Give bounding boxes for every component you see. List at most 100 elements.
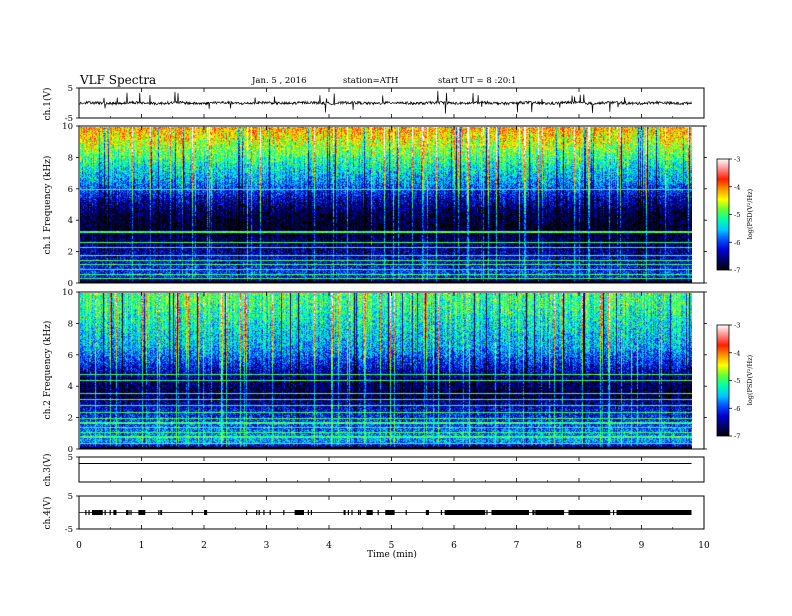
colorbar-tick-label: -7 <box>734 267 740 275</box>
ch4-pulse-tick <box>104 510 106 515</box>
ch4-pulse-tick <box>589 510 591 515</box>
ch4-pulse-tick <box>128 510 130 515</box>
ch4-pulse-tick <box>533 510 535 515</box>
ch4-pulse-block <box>204 510 208 515</box>
colorbar-tick-label: -4 <box>734 349 740 357</box>
y-tick-label: 0 <box>68 279 73 289</box>
ch4-pulse-tick <box>568 510 570 515</box>
ch4-pulse-tick <box>125 510 128 515</box>
y-tick-label: 2 <box>68 248 73 258</box>
ch4-pulse-tick <box>494 510 496 515</box>
ch4-pulse-tick <box>587 510 589 515</box>
ch4-ylabel: ch.4(V) <box>42 497 53 530</box>
figure-title: VLF Spectra <box>79 73 156 87</box>
ch4-pulse-tick <box>480 510 482 515</box>
ch4-pulse-tick <box>486 510 488 515</box>
ch4-pulse-block <box>425 510 429 515</box>
ch4-pulse-tick <box>562 510 565 515</box>
x-tick-label: 7 <box>514 541 520 551</box>
y-tick-label: 4 <box>68 382 73 392</box>
ch4-pulse-tick <box>97 510 100 515</box>
ch4-pulse-tick <box>642 510 644 515</box>
ch4-pulse-tick <box>310 510 313 515</box>
colorbar-tick-label: -5 <box>734 377 740 385</box>
x-tick-label: 3 <box>264 541 270 551</box>
ch4-pulse-tick <box>572 510 574 515</box>
ch4-pulse-tick <box>543 510 545 515</box>
ch1-colorbar-ticks: -3 -4 -5 -6 -7 <box>729 156 740 275</box>
y-tick-label: 8 <box>68 319 73 329</box>
x-tick-label: 4 <box>326 541 332 551</box>
colorbar-tick-label: -3 <box>734 322 740 330</box>
ch4-pulse-block <box>385 510 395 515</box>
x-tick-label: 5 <box>389 541 395 551</box>
ch4-pulse-tick <box>144 510 146 515</box>
x-tick-label: 6 <box>451 541 457 551</box>
ch4-pulse-tick <box>191 510 193 515</box>
ch4-pulse-tick <box>359 510 361 515</box>
ch1-spectrogram-raster <box>80 127 692 283</box>
ch4-pulse-tick <box>681 510 683 515</box>
ch1-colorbar <box>717 159 729 270</box>
x-tick-label: 10 <box>698 541 710 551</box>
ch4-pulse-tick <box>126 510 129 515</box>
ch4-pulse-tick <box>94 510 96 515</box>
ch4-pulse-tick <box>296 510 299 515</box>
y-tick-label: 10 <box>62 122 73 132</box>
ch4-pulse-tick <box>377 510 379 515</box>
start-time-label: start UT = 8 :20:1 <box>438 76 516 86</box>
ch4-pulse-tick <box>109 510 111 515</box>
ch2-spectrogram-ylabel: ch.2 Frequency (kHz) <box>42 321 53 420</box>
colorbar-tick-label: -4 <box>734 183 740 191</box>
ch4-pulse-tick <box>158 510 160 515</box>
x-tick-label: 0 <box>76 541 82 551</box>
ch4-pulse-block <box>444 510 486 515</box>
ch2-colorbar-label: log(PSD(V²/Hz) <box>746 354 754 405</box>
colorbar-tick-label: -6 <box>734 239 740 247</box>
colorbar-tick-label: -5 <box>734 211 740 219</box>
ch2-colorbar-ticks: -3 -4 -5 -6 -7 <box>729 322 740 441</box>
ch4-pulse-tick <box>357 510 360 515</box>
ch4-pulse-tick <box>256 510 258 515</box>
y-tick-label: -5 <box>65 525 73 535</box>
y-tick-label: 2 <box>68 414 73 424</box>
ch4-pulse-tick <box>405 510 407 515</box>
ch4-pulse-tick <box>347 510 350 515</box>
date-label: Jan. 5 , 2016 <box>251 76 307 86</box>
ch4-pulse-tick <box>130 510 132 515</box>
ch4-pulse-tick <box>307 510 309 515</box>
ch4-pulse-tick <box>204 510 206 515</box>
y-tick-label: 0 <box>68 445 73 455</box>
ch4-pulse-tick <box>532 510 534 515</box>
x-tick-label: 2 <box>201 541 207 551</box>
y-tick-label: 8 <box>68 153 73 163</box>
y-tick-label: 5 <box>68 492 73 502</box>
x-axis-label: Time (min) <box>367 549 417 560</box>
ch4-pulse-tick <box>344 510 346 515</box>
ch4-pulse-block <box>113 510 117 515</box>
ch1-spectrogram-ylabel: ch.1 Frequency (kHz) <box>42 156 53 255</box>
colorbar-tick-label: -3 <box>734 156 740 164</box>
ch4-pulse-tick <box>91 510 94 515</box>
ch4-pulse-block <box>160 510 163 515</box>
ch4-pulse-block <box>616 510 692 515</box>
ch4-pulse-tick <box>440 510 443 515</box>
ch4-pulse-block <box>491 510 529 515</box>
ch4-pulse-block <box>294 510 304 515</box>
station-label: station=ATH <box>343 76 398 86</box>
ch1-ylabel: ch.1(V) <box>42 88 53 121</box>
ch4-pulse-tick <box>684 510 686 515</box>
ch4-pulse-tick <box>351 510 353 515</box>
colorbar-tick-label: -7 <box>734 433 740 441</box>
y-tick-label: 4 <box>68 216 73 226</box>
ch4-pulse-tick <box>263 510 265 515</box>
y-tick-label: 5 <box>68 453 73 463</box>
ch1-trace <box>78 90 692 114</box>
ch4-pulse-tick <box>612 510 615 515</box>
ch4-pulse-tick <box>675 510 677 515</box>
ch4-pulse-tick <box>258 510 260 515</box>
ch4-pulse-tick <box>500 510 502 515</box>
x-tick-label: 9 <box>639 541 645 551</box>
ch4-pulse-tick <box>621 510 623 515</box>
